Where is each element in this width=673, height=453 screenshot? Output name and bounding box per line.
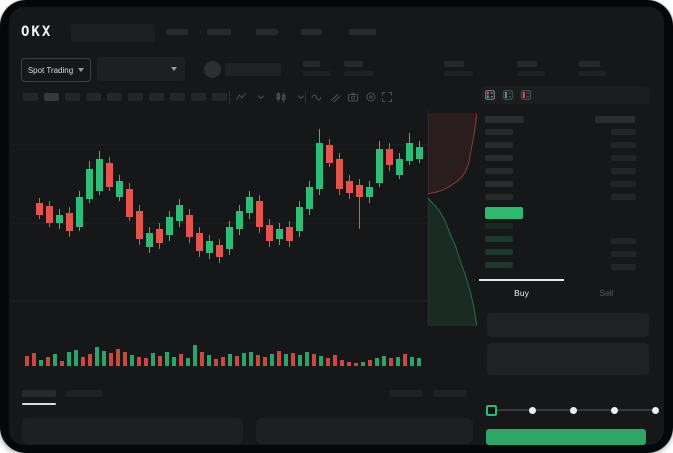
candlestick-chart [11,129,428,302]
ask-amount-placeholder[interactable] [611,181,636,187]
stat-label-placeholder [517,61,537,67]
ask-amount-placeholder[interactable] [611,194,636,200]
header-search-placeholder [71,24,155,42]
tab-sell-label: Sell [599,288,614,298]
ask-price-placeholder[interactable] [485,142,513,148]
ask-price-placeholder[interactable] [485,129,513,135]
stat-label-placeholder [579,61,600,67]
slider-handle[interactable] [486,405,497,416]
active-tab-indicator [22,403,56,405]
timeframe-button-placeholder[interactable] [65,93,80,101]
tab-sell[interactable]: Sell [564,279,649,305]
stat-value-placeholder [303,71,331,76]
okx-logo[interactable]: OKX [21,24,53,40]
stat-value-placeholder [517,71,545,76]
bid-amount-placeholder[interactable] [611,251,636,257]
toolbar-divider [305,91,306,104]
pair-selector-dropdown[interactable] [97,57,185,81]
amount-input[interactable] [487,343,649,375]
ask-amount-placeholder[interactable] [611,168,636,174]
fullscreen-icon[interactable] [381,91,393,103]
timeframe-button-placeholder[interactable] [212,93,227,101]
buy-submit-button[interactable] [486,429,646,445]
slider-stop-dot[interactable] [652,407,659,414]
chevron-down-icon [171,67,177,71]
token-avatar[interactable] [204,61,221,78]
depth-chart [428,109,477,326]
trade-side-tabs: Buy Sell [479,279,649,305]
line-tool-icon[interactable] [235,91,247,103]
ask-price-placeholder[interactable] [485,194,513,200]
timeframe-button-placeholder[interactable] [128,93,143,101]
stat-label-placeholder [444,61,464,67]
timeframe-button-placeholder[interactable] [191,93,206,101]
bottom-action-placeholder[interactable] [433,390,467,397]
ask-amount-placeholder[interactable] [611,155,636,161]
tab-buy[interactable]: Buy [479,279,564,305]
order-history-panel [256,418,473,444]
timeframe-button-placeholder[interactable] [170,93,185,101]
ask-amount-placeholder[interactable] [611,142,636,148]
ask-price-placeholder[interactable] [485,181,513,187]
camera-icon[interactable] [347,91,359,103]
ask-price-placeholder[interactable] [485,155,513,161]
bid-price-placeholder[interactable] [485,249,513,255]
price-input[interactable] [487,313,649,337]
volume-chart [25,345,421,366]
bid-amount-placeholder[interactable] [611,264,636,270]
nav-item-placeholder[interactable] [301,29,322,35]
chevron-down-icon[interactable] [295,91,307,103]
slider-stop-dot[interactable] [570,407,577,414]
market-type-label: Spot Trading [27,65,74,75]
target-icon[interactable] [365,91,377,103]
compare-icon[interactable] [329,91,341,103]
asks-only-icon[interactable] [521,90,531,100]
bid-amount-placeholder[interactable] [611,238,636,244]
slider-stop-dot[interactable] [611,407,618,414]
app-screen: OKX Spot Trading [9,7,664,445]
stat-value-placeholder [344,71,373,76]
pair-name-placeholder [225,63,281,76]
stat-label-placeholder [344,61,363,67]
toolbar-divider [229,91,230,104]
combined-book-icon[interactable] [485,90,495,100]
nav-item-placeholder[interactable] [207,29,231,35]
bottom-action-placeholder[interactable] [389,390,423,397]
timeframe-button-placeholder[interactable] [107,93,122,101]
slider-stop-dot[interactable] [529,407,536,414]
timeframe-button-placeholder[interactable] [86,93,101,101]
history-tab-placeholder[interactable] [67,390,103,397]
nav-item-placeholder[interactable] [256,29,278,35]
bid-price-placeholder[interactable] [485,223,513,229]
timeframe-button-placeholder[interactable] [23,93,38,101]
stat-label-placeholder [303,61,320,67]
last-price-highlight[interactable] [485,207,523,219]
tab-buy-label: Buy [514,288,529,298]
active-tab-indicator [479,279,564,281]
ask-price-placeholder[interactable] [485,168,513,174]
indicator-icon[interactable] [275,91,287,103]
orderbook-price-header-placeholder [485,116,524,123]
wave-icon[interactable] [311,91,323,103]
bids-only-icon[interactable] [503,90,513,100]
market-type-selector[interactable]: Spot Trading [21,58,91,82]
nav-item-placeholder[interactable] [349,29,376,35]
bid-price-placeholder[interactable] [485,262,513,268]
orders-tab-placeholder[interactable] [22,390,56,397]
stat-value-placeholder [444,71,473,76]
bid-price-placeholder[interactable] [485,236,513,242]
nav-item-placeholder[interactable] [166,29,188,35]
chevron-down-icon[interactable] [255,91,267,103]
stat-value-placeholder [579,71,606,76]
orderbook-amount-header-placeholder [595,116,635,123]
chevron-down-icon [78,68,85,72]
timeframe-button-placeholder[interactable] [149,93,164,101]
open-orders-panel [22,418,243,444]
timeframe-button-placeholder[interactable] [44,93,59,101]
ask-amount-placeholder[interactable] [611,129,636,135]
